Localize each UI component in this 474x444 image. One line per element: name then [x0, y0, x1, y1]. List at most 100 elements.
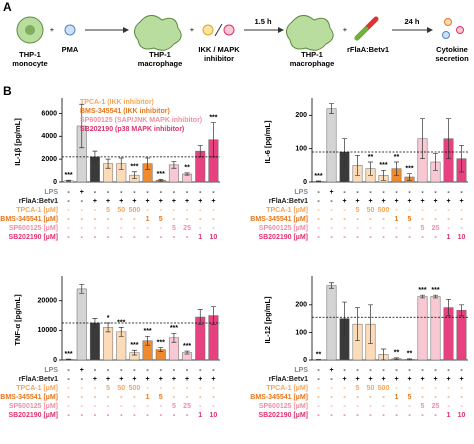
condition-cell: - [317, 234, 320, 241]
significance-label: *** [379, 162, 387, 169]
condition-cell: - [146, 403, 149, 410]
error-bar [131, 349, 137, 356]
condition-cell: - [343, 403, 346, 410]
condition-cell: - [434, 207, 437, 214]
step-label: macrophage [138, 59, 183, 68]
condition-cell: - [81, 234, 84, 241]
condition-cell: - [133, 403, 136, 410]
condition-cell: - [212, 207, 215, 214]
condition-cell: - [317, 216, 320, 223]
condition-cell: - [107, 216, 110, 223]
condition-cell: 50 [367, 385, 375, 392]
error-bar [446, 298, 451, 317]
condition-cell: - [395, 385, 398, 392]
error-bar [407, 173, 412, 181]
condition-cell: + [106, 376, 110, 383]
plus: + [190, 25, 195, 34]
condition-cell: - [81, 385, 84, 392]
error-bar [329, 282, 334, 289]
step-label: secretion [435, 54, 469, 63]
condition-cell: - [395, 189, 398, 196]
condition-cell: - [94, 403, 97, 410]
condition-cell: + [420, 376, 424, 383]
condition-cell: - [67, 394, 70, 401]
condition-cell: - [146, 189, 149, 196]
condition-cell: - [133, 225, 136, 232]
error-bar [394, 357, 399, 360]
significance-label: *** [170, 325, 178, 332]
condition-cell: - [186, 367, 189, 374]
condition-cell: - [447, 394, 450, 401]
time-label: 1.5 h [254, 17, 272, 26]
condition-cell: 5 [408, 216, 412, 223]
condition-cell: + [119, 376, 123, 383]
step-label: inhibitor [204, 54, 234, 63]
condition-cell: + [146, 376, 150, 383]
error-bar [184, 172, 190, 176]
y-axis-title: TNF-α [pg/mL] [13, 294, 22, 346]
condition-cell: - [67, 225, 70, 232]
error-bar [158, 179, 164, 182]
condition-cell: 10 [210, 234, 218, 241]
condition-label: TPCA-1 [µM] [266, 207, 308, 214]
condition-cell: + [132, 198, 136, 205]
condition-cell: - [81, 198, 84, 205]
condition-cell: + [355, 198, 359, 205]
condition-cell: + [446, 376, 450, 383]
y-tick-label: 20000 [38, 298, 58, 305]
condition-cell: - [67, 403, 70, 410]
significance-label: *** [314, 173, 322, 180]
condition-label: SB202190 [µM] [8, 234, 58, 241]
condition-cell: 10 [458, 412, 466, 419]
y-axis-title: IL-1β [pg/mL] [13, 118, 22, 166]
condition-cell: - [434, 189, 437, 196]
y-tick-label: 200 [295, 302, 307, 309]
condition-cell: - [395, 207, 398, 214]
condition-cell: - [421, 367, 424, 374]
condition-cell: 25 [183, 403, 191, 410]
condition-cell: 1 [395, 394, 399, 401]
condition-cell: - [460, 403, 463, 410]
condition-cell: - [382, 394, 385, 401]
significance-label: *** [64, 351, 72, 358]
condition-cell: - [133, 367, 136, 374]
step-label: Cytokine [436, 45, 468, 54]
error-bar [329, 103, 334, 115]
condition-cell: - [447, 225, 450, 232]
condition-cell: - [343, 216, 346, 223]
condition-cell: - [460, 385, 463, 392]
condition-cell: 50 [117, 385, 125, 392]
condition-cell: - [421, 412, 424, 419]
y-tick-label: 6000 [41, 110, 57, 117]
significance-label: * [107, 315, 110, 322]
condition-cell: - [199, 385, 202, 392]
bar [326, 108, 337, 183]
condition-cell: - [133, 412, 136, 419]
condition-cell: + [172, 376, 176, 383]
condition-cell: - [343, 189, 346, 196]
error-bar [171, 332, 177, 343]
y-tick-label: 4000 [41, 133, 57, 140]
error-bar [145, 157, 151, 170]
significance-label: *** [431, 287, 439, 294]
condition-cell: - [421, 207, 424, 214]
condition-cell: - [421, 385, 424, 392]
condition-cell: - [447, 367, 450, 374]
error-bar [66, 179, 72, 182]
condition-cell: - [369, 225, 372, 232]
step-label: THP-1 [149, 50, 171, 59]
condition-cell: - [81, 376, 84, 383]
error-bar [407, 358, 412, 361]
condition-label: SP600125 [µM] [259, 403, 308, 410]
condition-cell: + [185, 376, 189, 383]
condition-cell: - [408, 234, 411, 241]
condition-cell: - [133, 234, 136, 241]
condition-cell: - [382, 367, 385, 374]
condition-cell: - [173, 412, 176, 419]
y-tick-label: 200 [295, 112, 307, 119]
condition-cell: + [198, 198, 202, 205]
bar [89, 322, 100, 361]
condition-cell: - [447, 189, 450, 196]
significance-label: ** [184, 165, 190, 172]
